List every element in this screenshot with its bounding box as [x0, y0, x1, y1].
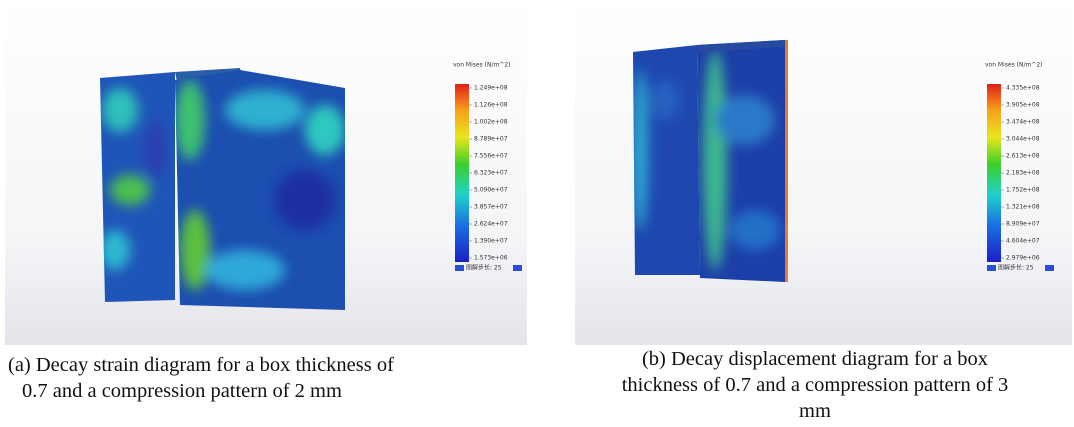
caption-line: 0.7 and a compression pattern of 2 mm [22, 380, 342, 402]
caption-a: (a) Decay strain diagram for a box thick… [8, 352, 394, 404]
legend-title: von Mises (N/m^2) [453, 62, 511, 69]
colorbar-label: 3.044e+08 [1006, 136, 1040, 143]
colorbar-label: 1.321e+08 [1006, 204, 1040, 211]
colorbar-label: 1.126e+08 [474, 102, 508, 109]
colorbar-label: 2.979e+06 [1006, 255, 1040, 262]
colorbar-label: 5.090e+07 [474, 187, 508, 194]
colorbar-label: 4.335e+08 [1006, 85, 1040, 92]
colorbar-label: 3.857e+07 [474, 204, 508, 211]
caption-line: (a) Decay strain diagram for a box thick… [8, 354, 394, 376]
colorbar-label: 4.604e+07 [1006, 238, 1040, 245]
colorbar-label: 3.905e+08 [1006, 102, 1040, 109]
legend-title: von Mises (N/m^2) [985, 62, 1043, 69]
colorbar-label: 6.323e+07 [474, 170, 508, 177]
colorbar-label: 7.556e+07 [474, 153, 508, 160]
panel-a-image: von Mises (N/m^2) 1.249e+08 1.126e+08 1.002… [5, 0, 527, 345]
colorbar-label: 1.249e+08 [474, 85, 508, 92]
caption-line: thickness of 0.7 and a compression patte… [621, 374, 1009, 396]
colorbar-label: 8.789e+07 [474, 136, 508, 143]
caption-line: mm [799, 400, 831, 422]
colorbar-label: 2.183e+08 [1006, 170, 1040, 177]
colorbar-label: 8.909e+07 [1006, 221, 1040, 228]
caption-b: (b) Decay displacement diagram for a box… [555, 346, 1074, 424]
colorbar-label: 1.390e+07 [474, 238, 508, 245]
step-button [513, 265, 522, 271]
panel-b-image: von Mises (N/m^2) 4.335e+08 3.905e+08 3.474… [575, 0, 1072, 345]
colorbar-label: 1.573e+06 [474, 255, 508, 262]
step-button [1045, 265, 1054, 271]
step-label: 图解步长: 25 [998, 264, 1034, 272]
caption-line: (b) Decay displacement diagram for a box [641, 348, 989, 370]
colorbar-label: 3.474e+08 [1006, 119, 1040, 126]
colorbar-label: 1.002e+08 [474, 119, 508, 126]
colorbar-label: 2.624e+07 [474, 221, 508, 228]
step-label: 图解步长: 25 [466, 264, 502, 272]
colorbar-label: 2.613e+08 [1006, 153, 1040, 160]
colorbar-label: 1.752e+08 [1006, 187, 1040, 194]
